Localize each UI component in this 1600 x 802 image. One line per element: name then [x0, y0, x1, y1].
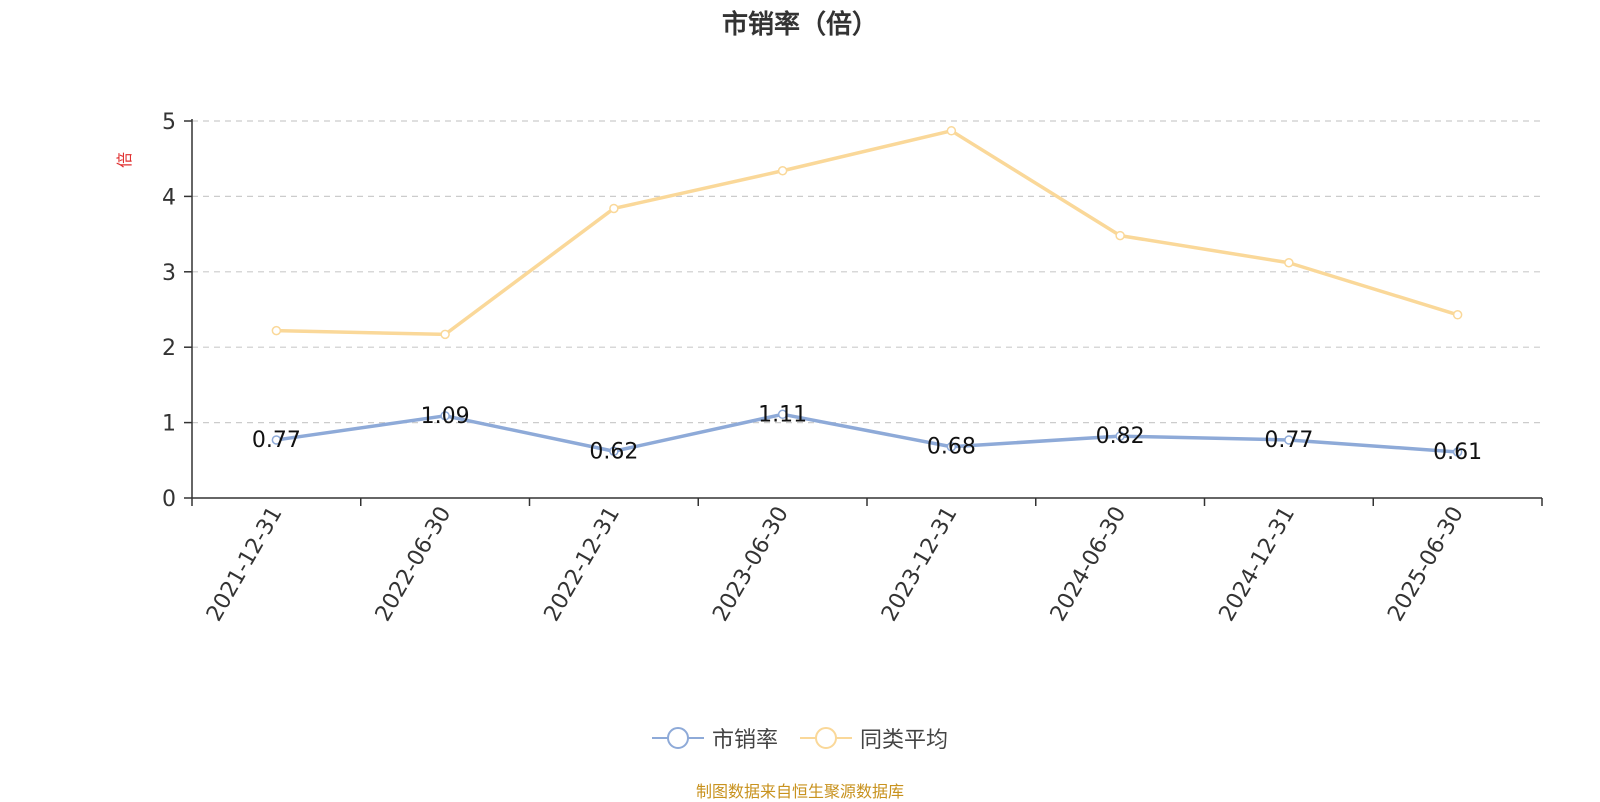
- x-tick-label: 2025-06-30: [1383, 503, 1469, 626]
- data-point-1: [1115, 230, 1125, 241]
- data-point-1: [609, 203, 619, 214]
- x-tick-label: 2021-12-31: [202, 503, 288, 626]
- data-point-1: [271, 325, 282, 336]
- x-tick-label: 2023-06-30: [708, 503, 794, 626]
- chart-title: 市销率（倍）: [721, 10, 878, 40]
- series-line-1: [276, 129, 1459, 337]
- legend: 市销率 同类平均: [0, 722, 1600, 754]
- x-tick-label: 2024-12-31: [1214, 503, 1300, 626]
- data-label: 0.68: [927, 435, 976, 460]
- y-axis-label: 倍: [115, 152, 134, 168]
- data-point-1: [777, 166, 788, 176]
- data-label: 0.82: [1096, 424, 1145, 449]
- legend-label: 同类平均: [860, 728, 949, 753]
- x-tick-label: 2024-06-30: [1046, 503, 1132, 626]
- x-tick-label: 2023-12-31: [877, 503, 963, 626]
- data-point-1: [946, 126, 957, 136]
- data-label: 0.77: [1264, 428, 1313, 453]
- data-label: 0.62: [589, 439, 638, 464]
- data-label: 1.09: [421, 404, 470, 429]
- legend-item-series-0[interactable]: 市销率: [651, 722, 778, 754]
- data-label: 0.61: [1433, 440, 1482, 465]
- data-point-0: [609, 446, 619, 457]
- x-tick-label: 2022-12-31: [539, 503, 625, 626]
- data-point-0: [777, 409, 788, 420]
- y-tick-label: 0: [162, 487, 176, 512]
- data-point-0: [1452, 447, 1463, 457]
- data-point-0: [440, 411, 450, 421]
- y-tick-label: 1: [162, 412, 176, 437]
- data-label: 1.11: [758, 402, 807, 427]
- data-point-0: [1115, 431, 1125, 441]
- data-point-0: [1284, 435, 1294, 445]
- y-tick-label: 2: [162, 336, 176, 361]
- series-line-0: [276, 412, 1458, 454]
- data-point-0: [946, 441, 957, 452]
- legend-marker-icon: [800, 727, 852, 749]
- legend-label: 市销率: [711, 728, 778, 753]
- legend-marker-icon: [651, 727, 704, 749]
- data-point-0: [271, 435, 282, 445]
- data-point-1: [440, 329, 450, 340]
- data-point-1: [1452, 310, 1463, 320]
- data-label: 0.77: [252, 428, 301, 453]
- y-tick-label: 3: [162, 261, 176, 286]
- legend-item-series-1[interactable]: 同类平均: [800, 722, 948, 754]
- source-note: 制图数据来自恒生聚源数据库: [695, 782, 904, 801]
- y-tick-label: 4: [162, 185, 176, 210]
- y-tick-label: 5: [162, 110, 176, 135]
- data-point-1: [1284, 258, 1294, 268]
- x-tick-label: 2022-06-30: [371, 503, 457, 626]
